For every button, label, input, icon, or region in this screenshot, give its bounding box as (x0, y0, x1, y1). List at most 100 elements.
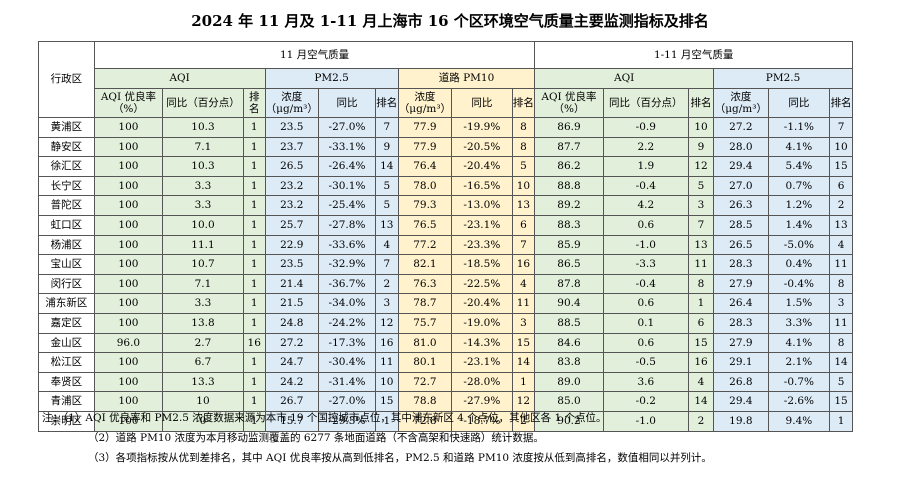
district-cell: 闵行区 (38, 273, 95, 295)
district-cell: 金山区 (38, 332, 95, 354)
nov-road-yoy-cell: -19.0% (451, 312, 513, 334)
nov-road-conc-cell: 75.7 (397, 312, 453, 334)
nov-road-conc-cell: 76.4 (397, 156, 453, 177)
nov-road-conc-cell: 78.7 (397, 293, 453, 314)
nov-aqi-rate-header: AQI 优良率（%） (93, 88, 164, 118)
nov-pm25-rank-cell: 11 (374, 352, 399, 373)
ytd-pm25-rank-cell: 7 (829, 117, 853, 138)
nov-pm25-rank-cell: 16 (374, 332, 399, 354)
nov-aqi-rank-cell: 1 (242, 117, 266, 138)
nov-pm25-yoy-cell: -17.3% (318, 332, 376, 354)
ytd-pm25-yoy-cell: 2.1% (767, 352, 831, 373)
ytd-pm25-rank-cell: 15 (829, 391, 853, 412)
nov-pm25-conc-cell: 26.5 (264, 156, 320, 177)
nov-group-header: 11 月空气质量 (93, 41, 536, 69)
nov-road-rank-cell: 6 (511, 214, 536, 236)
ytd-aqi-rank-cell: 1 (687, 293, 715, 314)
nov-road-yoy-cell: -13.0% (451, 195, 513, 216)
table-row: 徐汇区 100 10.3 1 26.5 -26.4% 14 76.4 -20.4% 5 86.2 1.… (38, 156, 853, 177)
nov-road-conc-header: 浓度（μg/m³） (397, 88, 453, 118)
nov-aqi-rank-cell: 1 (242, 410, 266, 432)
ytd-aqi-rate-header: AQI 优良率（%） (534, 88, 604, 118)
nov-pm25-rank-cell: 15 (374, 391, 399, 412)
nov-pm25-conc-cell: 21.5 (264, 293, 320, 314)
ytd-pm25-yoy-cell: 0.7% (767, 175, 831, 197)
ytd-aqi-rate-cell: 86.2 (534, 156, 604, 177)
nov-pm25-yoy-cell: -27.0% (318, 391, 376, 412)
nov-aqi-rate-cell: 100 (93, 391, 164, 412)
nov-aqi-rate-cell: 100 (93, 156, 164, 177)
ytd-aqi-rate-cell: 90.4 (534, 293, 604, 314)
nov-pm25-conc-cell: 24.2 (264, 371, 320, 393)
nov-road-conc-cell: 82.1 (397, 254, 453, 275)
ytd-pm25-rank-cell: 8 (829, 273, 853, 295)
nov-pm25-yoy-cell: -30.4% (318, 352, 376, 373)
nov-aqi-rank-cell: 1 (242, 352, 266, 373)
ytd-aqi-yoy-cell: 0.6 (602, 214, 689, 236)
district-cell: 虹口区 (38, 214, 95, 236)
ytd-aqi-yoy-cell: -1.0 (602, 234, 689, 256)
nov-pm25-yoy-cell: -33.1% (318, 136, 376, 158)
ytd-aqi-rank-cell: 9 (687, 136, 715, 158)
nov-aqi-rank-header: 排名 (242, 88, 266, 118)
nov-road-conc-cell: 77.9 (397, 136, 453, 158)
nov-road-yoy-cell: -28.0% (451, 371, 513, 393)
ytd-pm25-rank-cell: 14 (829, 352, 853, 373)
ytd-aqi-rate-cell: 89.0 (534, 371, 604, 393)
ytd-aqi-yoy-cell: -0.4 (602, 175, 689, 197)
ytd-aqi-rate-cell: 89.2 (534, 195, 604, 216)
ytd-aqi-rank-cell: 13 (687, 234, 715, 256)
nov-pm25-yoy-cell: -26.4% (318, 156, 376, 177)
ytd-pm25-yoy-cell: 3.3% (767, 312, 831, 334)
nov-pm25-yoy-cell: -25.4% (318, 195, 376, 216)
nov-aqi-yoy-cell: 10.3 (162, 117, 244, 138)
table-body: 黄浦区 100 10.3 1 23.5 -27.0% 7 77.9 -19.9% 8 86.9 -0.… (38, 117, 853, 432)
nov-aqi-rank-cell: 1 (242, 234, 266, 256)
nov-pm25-conc-cell: 26.7 (264, 391, 320, 412)
nov-pm25-rank-cell: 5 (374, 195, 399, 216)
note-1: 注：（1）AQI 优良率和 PM2.5 浓度数据来源为本市 19 个国控城市点位… (42, 412, 607, 424)
ytd-aqi-yoy-cell: -1.0 (602, 410, 689, 432)
nov-road-yoy-cell: -20.4% (451, 156, 513, 177)
district-cell: 青浦区 (38, 391, 95, 412)
nov-pm25-rank-cell: 2 (374, 273, 399, 295)
nov-road-conc-cell: 77.9 (397, 117, 453, 138)
ytd-pm25-conc-cell: 28.3 (713, 312, 769, 334)
nov-road-conc-cell: 80.1 (397, 352, 453, 373)
ytd-aqi-yoy-cell: 2.2 (602, 136, 689, 158)
nov-aqi-rank-cell: 1 (242, 254, 266, 275)
ytd-pm25-rank-header: 排名 (829, 88, 853, 118)
district-cell: 静安区 (38, 136, 95, 158)
nov-pm25-conc-cell: 15.7 (264, 410, 320, 432)
ytd-aqi-rank-cell: 5 (687, 175, 715, 197)
ytd-pm25-conc-cell: 27.0 (713, 175, 769, 197)
table-row: 长宁区 100 3.3 1 23.2 -30.1% 5 78.0 -16.5% 10 88.8 -0.… (38, 175, 853, 197)
nov-pm25-yoy-cell: -30.1% (318, 175, 376, 197)
nov-road-conc-cell: 79.3 (397, 195, 453, 216)
ytd-pm25-rank-cell: 3 (829, 293, 853, 314)
ytd-pm25-yoy-cell: -1.1% (767, 117, 831, 138)
ytd-aqi-rank-cell: 7 (687, 214, 715, 236)
nov-road-rank-cell: 5 (511, 156, 536, 177)
nov-aqi-yoy-cell: 7.1 (162, 136, 244, 158)
ytd-aqi-rank-cell: 10 (687, 117, 715, 138)
nov-aqi-rate-cell: 100 (93, 293, 164, 314)
nov-aqi-rate-cell: 100 (93, 254, 164, 275)
table-row: 金山区 96.0 2.7 16 27.2 -17.3% 16 81.0 -14.3% 15 84.6… (38, 332, 853, 354)
nov-road-conc-cell: 78.0 (397, 175, 453, 197)
nov-road-yoy-cell: -23.1% (451, 352, 513, 373)
table-row: 浦东新区 100 3.3 1 21.5 -34.0% 3 78.7 -20.4% 11 90.4 0.… (38, 293, 853, 314)
ytd-pm25-conc-cell: 28.0 (713, 136, 769, 158)
ytd-pm25-yoy-cell: 1.2% (767, 195, 831, 216)
nov-road-yoy-cell: -23.3% (451, 234, 513, 256)
ytd-aqi-rank-header: 排名 (687, 88, 715, 118)
nov-road-conc-cell: 78.8 (397, 391, 453, 412)
ytd-aqi-yoy-cell: 0.1 (602, 312, 689, 334)
ytd-aqi-yoy-cell: 3.6 (602, 371, 689, 393)
nov-road-yoy-cell: -22.5% (451, 273, 513, 295)
page-title: 2024 年 11 月及 1-11 月上海市 16 个区环境空气质量主要监测指标… (191, 12, 709, 30)
nov-pm25-rank-cell: 7 (374, 117, 399, 138)
nov-road-conc-cell: 72.8 (397, 410, 453, 432)
district-cell: 普陀区 (38, 195, 95, 216)
nov-pm25-conc-cell: 23.7 (264, 136, 320, 158)
